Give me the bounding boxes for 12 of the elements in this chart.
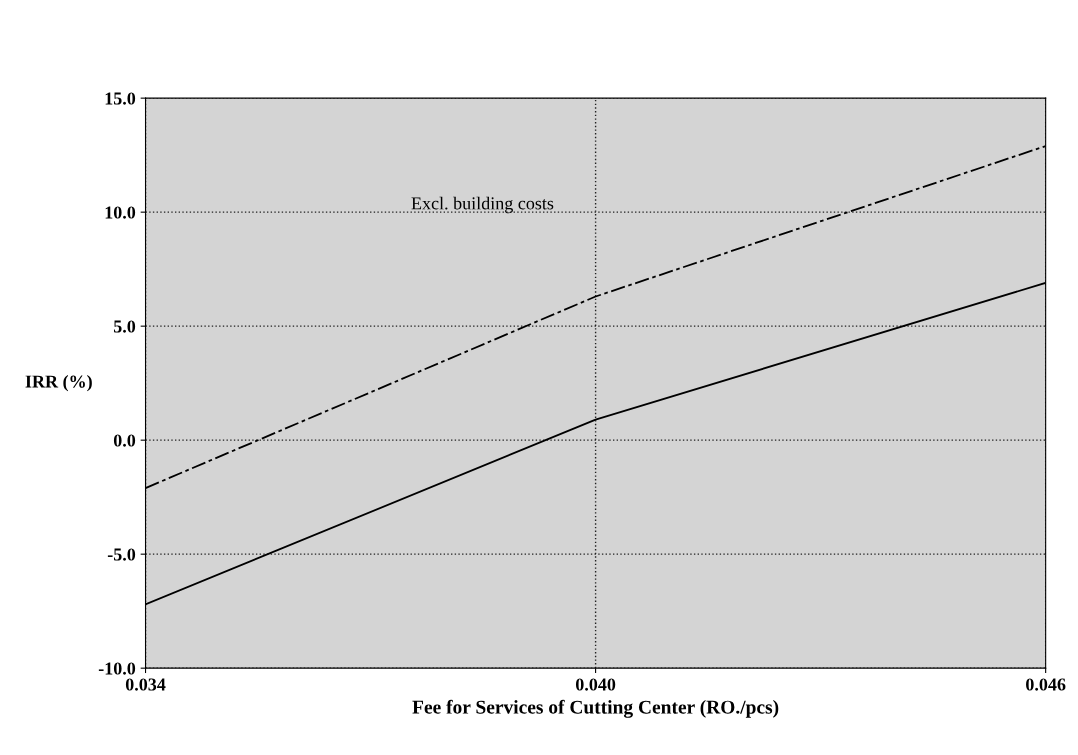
x-tick-label: 0.040 xyxy=(575,678,616,691)
y-axis-title: IRR (%) xyxy=(25,374,92,392)
y-tick-label: 5.0 xyxy=(113,320,136,333)
x-tick-label: 0.046 xyxy=(1026,678,1066,691)
y-tick-label: 10.0 xyxy=(105,206,136,219)
y-tick-label: 0.0 xyxy=(113,434,136,447)
x-tick-label: 0.034 xyxy=(125,678,166,691)
x-axis-title: Fee for Services of Cutting Center (RO./pcs) xyxy=(412,699,779,718)
y-tick-label: -10.0 xyxy=(98,662,136,675)
text: Excl. building costs xyxy=(411,196,554,214)
y-tick-label: -5.0 xyxy=(107,548,136,561)
y-tick-label: 15.0 xyxy=(105,92,136,105)
